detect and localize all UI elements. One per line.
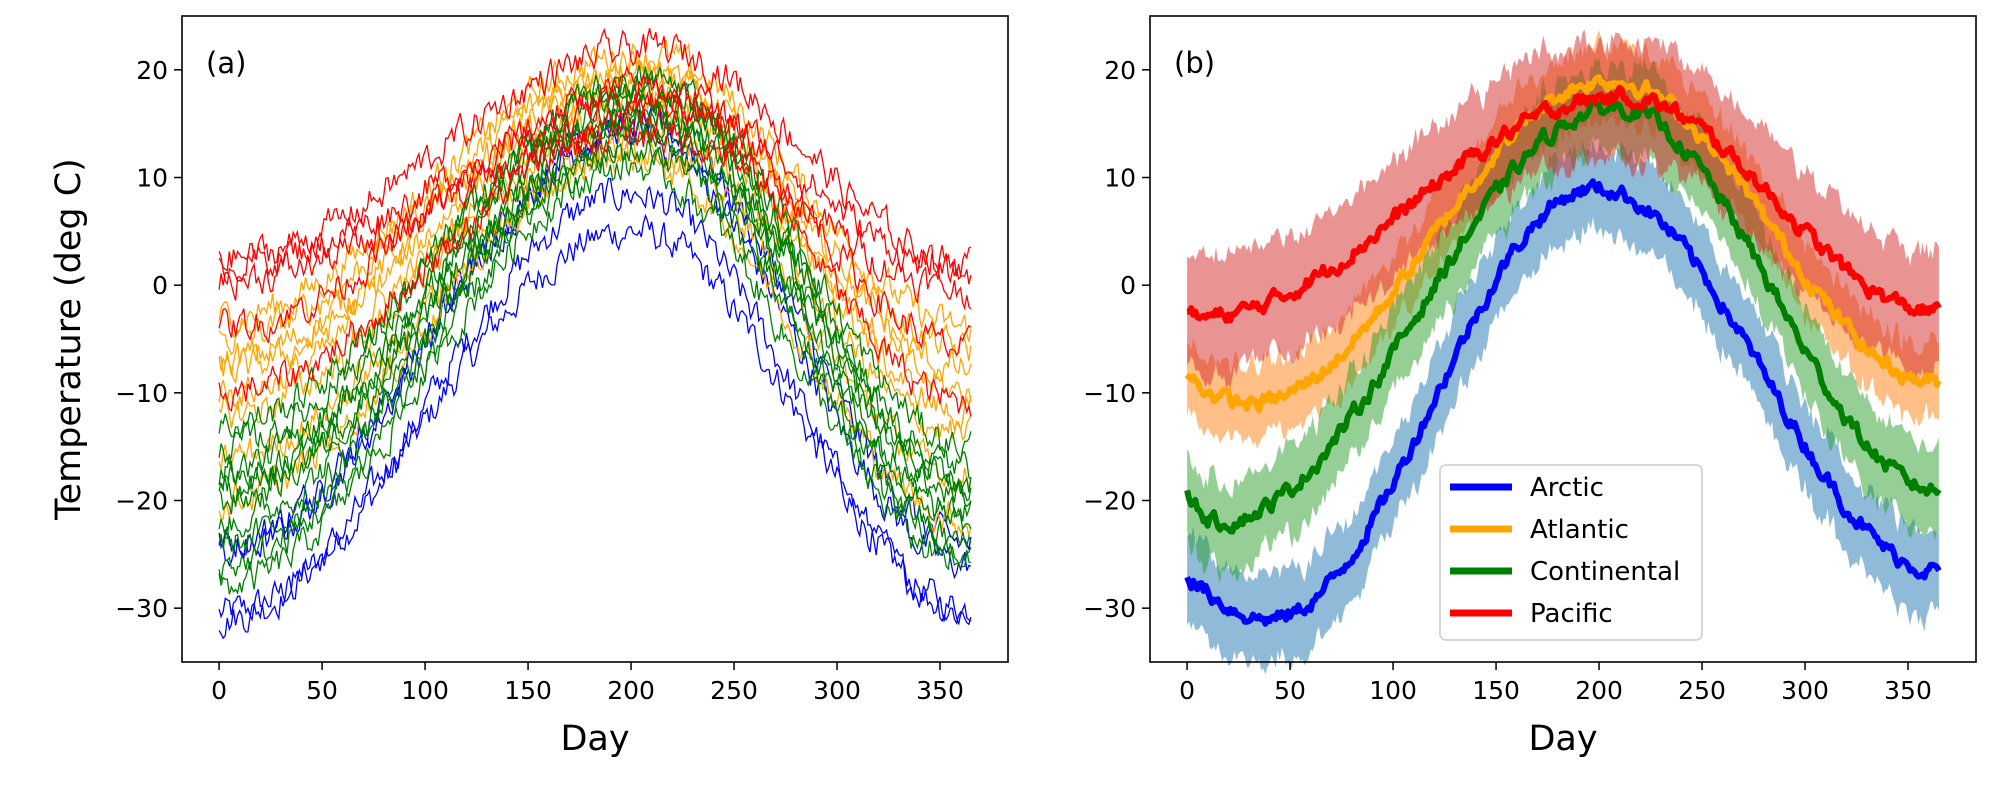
panel-a-label: (a): [206, 46, 246, 80]
legend-label-arctic: Arctic: [1530, 473, 1604, 503]
panel-a-line-arctic: [218, 101, 972, 567]
panel-b-ytick-label: −10: [1083, 379, 1136, 408]
panel-a-xtick-label: 50: [306, 676, 338, 705]
panel-a-xtick-label: 350: [916, 676, 964, 705]
panel-b-xtick-label: 200: [1575, 676, 1623, 705]
panel-a-ytick-label: −10: [115, 379, 168, 408]
panel-a-line-continental: [218, 102, 972, 525]
panel-a-xtick-label: 100: [401, 676, 449, 705]
panel-a-lines: [218, 27, 972, 640]
panel-a-line-atlantic: [218, 40, 972, 343]
panel-b-ytick-label: 10: [1104, 164, 1136, 193]
panel-a-line-continental: [218, 91, 972, 503]
panel-a-line-arctic: [218, 177, 972, 640]
panel-a-line-pacific: [218, 82, 972, 286]
panel-b-yticks: −30 −20 −10 0 10 20: [1083, 56, 1150, 623]
panel-b-ytick-label: 20: [1104, 56, 1136, 85]
panel-a-ytick-label: 0: [152, 271, 168, 300]
panel-a-line-continental: [218, 145, 972, 595]
panel-a-line-continental: [218, 74, 972, 480]
panel-a-line-arctic: [218, 213, 972, 625]
panel-a-xlabel: Day: [560, 719, 629, 759]
panel-a-line-atlantic: [218, 73, 972, 406]
panel-b-xtick-label: 0: [1179, 676, 1195, 705]
panel-a-xtick-label: 250: [710, 676, 758, 705]
panel-b-xtick-label: 150: [1472, 676, 1520, 705]
panel-b-xtick-label: 100: [1369, 676, 1417, 705]
panel-b-xlabel: Day: [1528, 719, 1597, 759]
panel-b-ytick-label: 0: [1120, 271, 1136, 300]
panel-b-mean-line-atlantic: [1184, 74, 1942, 414]
panel-a-ylabel: Temperature (deg C): [49, 158, 89, 521]
panel-a-xtick-label: 0: [211, 676, 227, 705]
panel-a-line-continental: [218, 64, 972, 464]
panel-a-line-pacific: [218, 97, 972, 417]
panel-a-ytick-label: 10: [136, 164, 168, 193]
panel-b-mean-line-arctic: [1184, 178, 1942, 627]
panel-a-yticks: −30 −20 −10 0 10 20: [115, 56, 182, 623]
panel-b-label: (b): [1174, 46, 1215, 80]
panel-b-xtick-label: 50: [1274, 676, 1306, 705]
panel-a-ytick-label: −20: [115, 487, 168, 516]
panel-a-line-atlantic: [218, 50, 972, 361]
legend-label-continental: Continental: [1530, 557, 1680, 587]
panel-b-xtick-label: 350: [1884, 676, 1932, 705]
panel-a-xtick-label: 300: [813, 676, 861, 705]
panel-a-ytick-label: −30: [115, 594, 168, 623]
panel-a-frame: [181, 15, 1009, 663]
panel-b-frame: [1149, 15, 1977, 663]
panel-b-xtick-label: 300: [1781, 676, 1829, 705]
panel-b-mean-line-pacific: [1186, 84, 1942, 324]
panel-a-ytick-label: 20: [136, 56, 168, 85]
panel-b-xticks: 0 50 100 150 200 250 300 350: [1179, 662, 1932, 705]
panel-b-lines: [1184, 74, 1942, 627]
panel-a-line-pacific: [218, 116, 972, 311]
panel-a-line-pacific: [218, 27, 972, 281]
panel-b: 0 50 100 150 200 250 300 350 −30 −20 −10 0 10 20 (b)…: [1083, 15, 1977, 759]
legend-label-pacific: Pacific: [1530, 599, 1613, 629]
legend-label-atlantic: Atlantic: [1530, 515, 1629, 545]
panel-b-band-arctic: [1187, 138, 1939, 675]
panel-a-line-atlantic: [218, 103, 972, 441]
panel-a-line-pacific: [218, 65, 972, 359]
panel-a-xticks: 0 50 100 150 200 250 300 350: [211, 662, 964, 705]
legend-box: [1439, 464, 1703, 641]
panel-b-xtick-label: 250: [1678, 676, 1726, 705]
panel-a-xtick-label: 200: [607, 676, 655, 705]
panel-b-ytick-label: −30: [1083, 594, 1136, 623]
panel-b-mean-line-continental: [1184, 97, 1942, 535]
panel-a: 0 50 100 150 200 250 300 350 −30 −20 −10 0 10 20 (a)…: [49, 15, 1009, 759]
panel-b-ytick-label: −20: [1083, 487, 1136, 516]
panel-a-xtick-label: 150: [504, 676, 552, 705]
legend: Arctic Atlantic Continental Pacific: [1439, 464, 1703, 641]
